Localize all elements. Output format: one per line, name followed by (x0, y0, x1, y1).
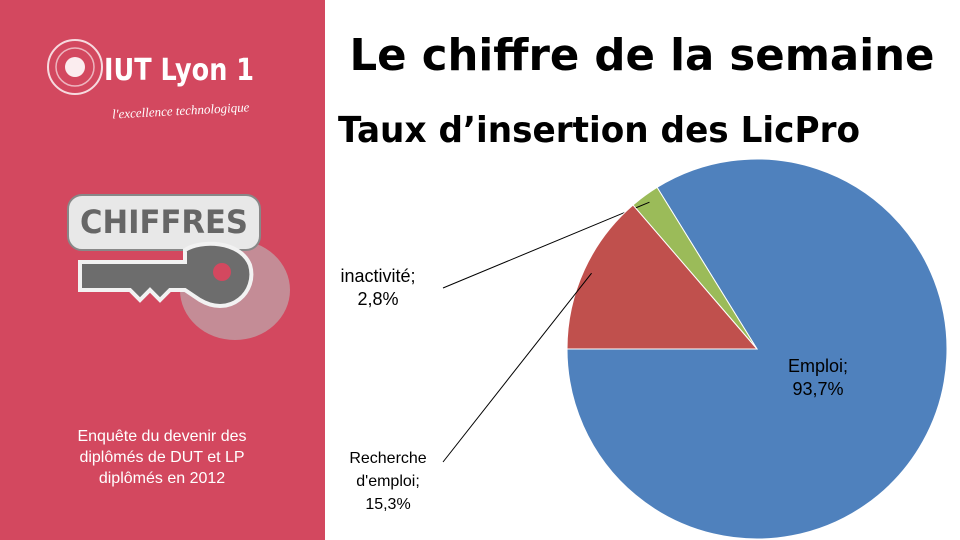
leader-line (442, 272, 592, 463)
slice-name: Recherche d'emploi; (349, 450, 427, 490)
badge-plate (67, 194, 261, 251)
note-line: diplômés de DUT et LP (79, 449, 244, 466)
logo-ring (47, 39, 103, 95)
logo-name: IUT Lyon 1 (104, 53, 254, 88)
slice-value: 2,8% (357, 289, 399, 309)
slice-name: Emploi; (787, 356, 849, 376)
data-label: Recherche d'emploi; 15,3% (333, 447, 443, 516)
logo-core (65, 57, 85, 77)
pie-slice (566, 204, 759, 350)
note-line: diplômés en 2012 (99, 470, 225, 487)
pie-slice (566, 158, 948, 540)
badge-text: CHIFFRES (80, 203, 248, 241)
pie (442, 158, 948, 540)
slice-value: 15,3% (365, 496, 411, 513)
note-line: Enquête du devenir des (77, 428, 246, 445)
slice-name: inactivité; (340, 266, 416, 286)
slice-value: 93,7% (792, 379, 844, 399)
data-label: Emploi; 93,7% (758, 355, 878, 401)
leader-line (442, 201, 650, 289)
data-label: inactivité; 2,8% (318, 265, 438, 311)
note: Enquête du devenir des diplômés de DUT et… (77, 428, 246, 487)
key-hole (213, 263, 231, 281)
logo (47, 39, 103, 95)
logo-tagline: l'excellence technologique (112, 99, 250, 121)
slide-title: Le chiffre de la semaine (350, 30, 935, 81)
logo-ring (55, 47, 95, 87)
key (78, 241, 254, 308)
chart-title: Taux d’insertion des LicPro (338, 110, 860, 151)
key-icon (67, 194, 290, 340)
